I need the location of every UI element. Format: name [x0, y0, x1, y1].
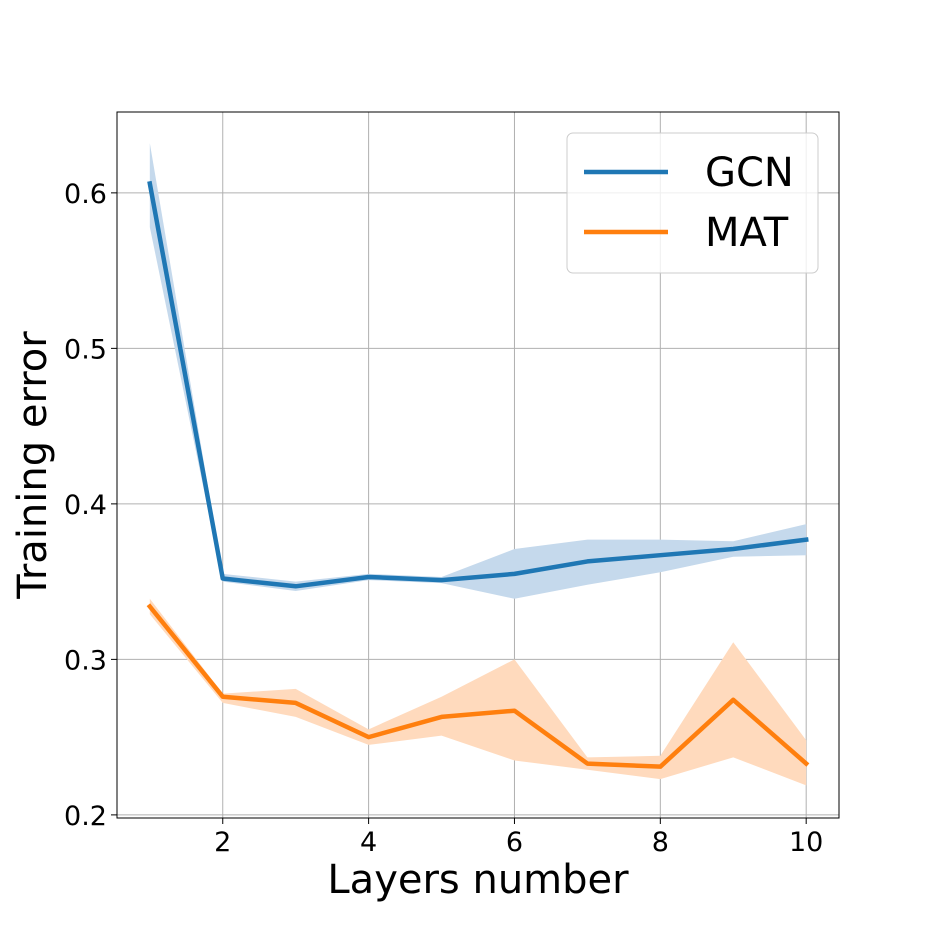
x-tick-label: 4 [360, 827, 377, 858]
x-axis-title: Layers number [327, 857, 629, 903]
x-tick-label: 8 [652, 827, 669, 858]
x-tick-label: 6 [506, 827, 523, 858]
legend-box [566, 132, 819, 274]
line-mat [146, 603, 810, 769]
band-gcn [149, 143, 807, 599]
y-tick-label: 0.3 [64, 645, 107, 676]
x-tick-label: 10 [789, 827, 823, 858]
y-axis-ticks: 0.2 0.3 0.4 0.5 0.6 [64, 179, 117, 832]
x-axis-ticks: 2 4 6 8 10 [214, 818, 823, 858]
series-lines [146, 180, 810, 769]
y-tick-label: 0.6 [64, 179, 107, 210]
line-gcn [147, 180, 809, 589]
x-tick-label: 2 [214, 827, 231, 858]
y-tick-label: 0.2 [64, 801, 107, 832]
confidence-bands [149, 143, 807, 786]
legend: GCN MAT [566, 132, 819, 274]
y-tick-label: 0.5 [64, 334, 107, 365]
band-mat [149, 598, 807, 786]
legend-label-mat: MAT [705, 210, 789, 256]
y-tick-label: 0.4 [64, 490, 107, 521]
y-axis-title: Training error [10, 331, 56, 600]
plot-frame [116, 111, 840, 819]
legend-label-gcn: GCN [705, 150, 794, 196]
